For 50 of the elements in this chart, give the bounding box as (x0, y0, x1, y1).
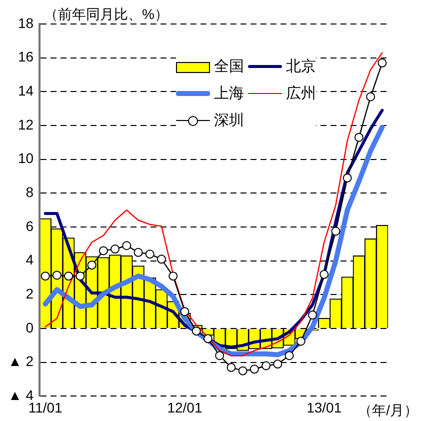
point (284, 351, 294, 360)
point (87, 260, 96, 270)
point (262, 361, 271, 370)
legend-label: 広州 (286, 84, 316, 103)
y-tick-label: 2 (26, 286, 34, 302)
point (64, 272, 74, 281)
x-axis-title: （年/月） (358, 402, 418, 420)
legend-label: 全国 (214, 57, 244, 76)
point (250, 364, 259, 374)
y-tick-label: 4 (26, 252, 34, 268)
point (226, 362, 236, 372)
y-tick-label: 10 (18, 150, 34, 166)
point (342, 173, 352, 182)
point (378, 58, 387, 68)
point (145, 250, 154, 259)
point (203, 334, 212, 344)
point (156, 254, 166, 264)
point (180, 307, 190, 316)
point (273, 360, 282, 369)
point (98, 246, 108, 256)
point (122, 241, 132, 250)
point (76, 272, 85, 281)
x-tick-label: 12/01 (167, 399, 202, 416)
point (354, 132, 364, 142)
legend-label: 北京 (286, 57, 316, 76)
y-axis-title: （前年同月比、%） (44, 6, 168, 24)
y-tick-label: 12 (18, 116, 34, 132)
point (215, 351, 224, 360)
y-tick-label: 16 (18, 48, 34, 65)
y-tick-label: 18 (18, 14, 34, 31)
point (52, 270, 62, 280)
y-tick-label: 14 (18, 82, 34, 99)
y-tick-label: 0 (26, 319, 34, 336)
y-tick-label: ▲ 2 (8, 353, 34, 370)
legend-label: 上海 (214, 84, 244, 103)
point (110, 244, 120, 254)
x-tick-label: 13/01 (306, 399, 342, 416)
point (331, 226, 340, 236)
point (192, 326, 201, 336)
point (40, 272, 50, 281)
y-tick-label: 8 (26, 184, 34, 200)
point (308, 310, 317, 320)
y-tick-label: 6 (26, 218, 34, 234)
point (320, 270, 329, 279)
point (134, 248, 143, 257)
point (366, 92, 376, 102)
point (296, 336, 306, 346)
point (168, 272, 178, 281)
legend-label: 深圳 (214, 111, 244, 130)
point (238, 366, 248, 376)
